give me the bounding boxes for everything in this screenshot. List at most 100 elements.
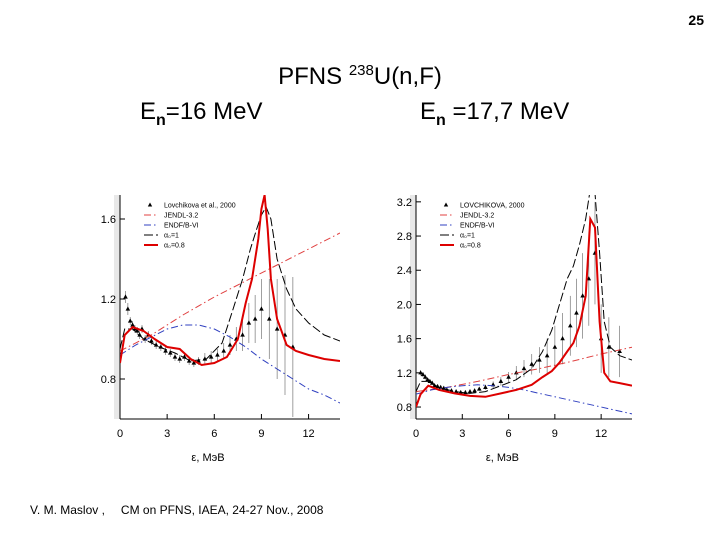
data-point <box>422 374 428 379</box>
y-tick-label: 1.2 <box>101 294 116 306</box>
series-line-endf-b-vi <box>416 384 632 415</box>
x-axis-label: ε, MэB <box>486 452 519 464</box>
data-point <box>252 316 258 321</box>
x-tick-label: 12 <box>595 428 607 440</box>
footer: V. M. Maslov , CM on PFNS, IAEA, 24-27 No… <box>30 503 323 517</box>
y-tick-label: 1.6 <box>101 214 116 226</box>
y-tick-label: 2.0 <box>397 299 412 311</box>
data-point <box>227 342 233 347</box>
legend-entry: LOVCHIKOVA, 2000 <box>460 203 525 210</box>
data-point <box>552 344 558 349</box>
y-tick-label: 1.6 <box>397 334 412 346</box>
data-point <box>529 361 535 366</box>
data-point <box>513 370 519 375</box>
data-point <box>472 388 477 393</box>
data-point <box>246 320 252 325</box>
data-point <box>574 310 579 315</box>
energy-right-sub: n <box>436 111 446 129</box>
x-tick-label: 3 <box>459 428 465 440</box>
energy-left-sub: n <box>156 111 166 129</box>
data-point <box>125 306 131 311</box>
y-tick-label: 2.4 <box>397 265 412 277</box>
x-tick-label: 9 <box>552 428 558 440</box>
scan-margin <box>114 195 120 419</box>
legend-entry: α₀=0.8 <box>164 243 185 250</box>
data-point <box>167 350 173 355</box>
title-prefix: PFNS <box>278 63 349 90</box>
x-tick-label: 0 <box>117 428 123 440</box>
data-point <box>215 352 220 357</box>
legend-entry: α₀=1 <box>460 233 475 240</box>
series-line--0-8 <box>416 215 632 408</box>
data-point <box>186 358 192 363</box>
x-tick-label: 6 <box>506 428 512 440</box>
x-tick-label: 9 <box>258 428 264 440</box>
x-tick-label: 12 <box>302 428 314 440</box>
data-point <box>506 374 511 379</box>
y-tick-label: 1.2 <box>397 368 412 380</box>
data-point <box>420 371 426 377</box>
chart-left: 0.8 1.2 1.6 0 3 6 9 12 ε, MэB Lovchikova et al., … <box>101 195 340 464</box>
data-point <box>617 348 622 354</box>
plot-area <box>120 195 340 417</box>
data-point <box>208 354 214 359</box>
legend-entry: JENDL-3.2 <box>460 213 494 220</box>
series-line-endf-b-vi <box>120 324 340 404</box>
data-point <box>537 357 542 362</box>
data-point <box>163 348 168 353</box>
series-line--0-8 <box>120 195 340 367</box>
data-point <box>137 332 142 337</box>
y-tick-label: 3.2 <box>397 197 412 209</box>
legend-entry: Lovchikova et al., 2000 <box>164 203 236 210</box>
x-tick-label: 6 <box>211 428 217 440</box>
x-tick-label: 3 <box>164 428 170 440</box>
scan-margin <box>410 195 416 419</box>
y-tick-label: 0.8 <box>101 374 116 386</box>
energy-label-left: En=16 MeV <box>140 98 263 130</box>
data-point <box>153 342 159 347</box>
y-tick-label: 2.8 <box>397 231 412 243</box>
y-tick-label: 0.8 <box>397 402 412 414</box>
plot-area <box>416 195 632 415</box>
legend-entry: JENDL-3.2 <box>164 213 198 220</box>
x-tick-label: 0 <box>413 428 419 440</box>
energy-left-e: E <box>140 98 157 125</box>
data-point <box>463 389 468 395</box>
data-point <box>476 386 482 391</box>
data-point <box>606 344 612 349</box>
data-point <box>483 384 488 389</box>
legend-entry: ENDF/B-VI <box>460 223 495 230</box>
data-point <box>221 348 227 353</box>
series-line--1 <box>416 195 632 394</box>
data-point <box>172 354 178 359</box>
legend-entry: α₀=1 <box>164 233 179 240</box>
legend-entry: α₀=0.8 <box>460 243 481 250</box>
data-point <box>266 316 272 321</box>
data-point <box>580 293 585 298</box>
data-point <box>560 336 565 341</box>
data-point <box>123 294 128 299</box>
data-point <box>240 332 245 337</box>
data-point <box>191 360 197 365</box>
energy-left-value: =16 MeV <box>165 98 263 125</box>
data-point <box>259 306 264 311</box>
footer-author: V. M. Maslov , <box>30 503 105 517</box>
data-point <box>127 318 133 323</box>
data-point <box>425 377 430 382</box>
title-suffix: U(n,F) <box>373 63 442 90</box>
data-point <box>544 353 550 358</box>
data-point <box>467 389 473 394</box>
title-isotope-mass: 238 <box>348 62 374 79</box>
energy-right-e: E <box>420 98 437 125</box>
data-point <box>498 378 504 383</box>
legend-marker <box>443 202 449 207</box>
energy-right-value: =17,7 MeV <box>445 98 570 125</box>
series-line-jendl-3-2 <box>120 232 340 352</box>
slide-title: PFNS 238U(n,F) <box>0 62 720 91</box>
legend-marker <box>147 202 153 207</box>
chart-right: 0.8 1.2 1.6 2.0 2.4 2.8 3.2 0 3 6 9 12 ε, MэB LOVCHIK… <box>397 195 632 464</box>
data-point <box>521 365 527 371</box>
series-line--1 <box>120 205 340 362</box>
data-point <box>149 338 154 343</box>
data-point <box>567 323 573 328</box>
